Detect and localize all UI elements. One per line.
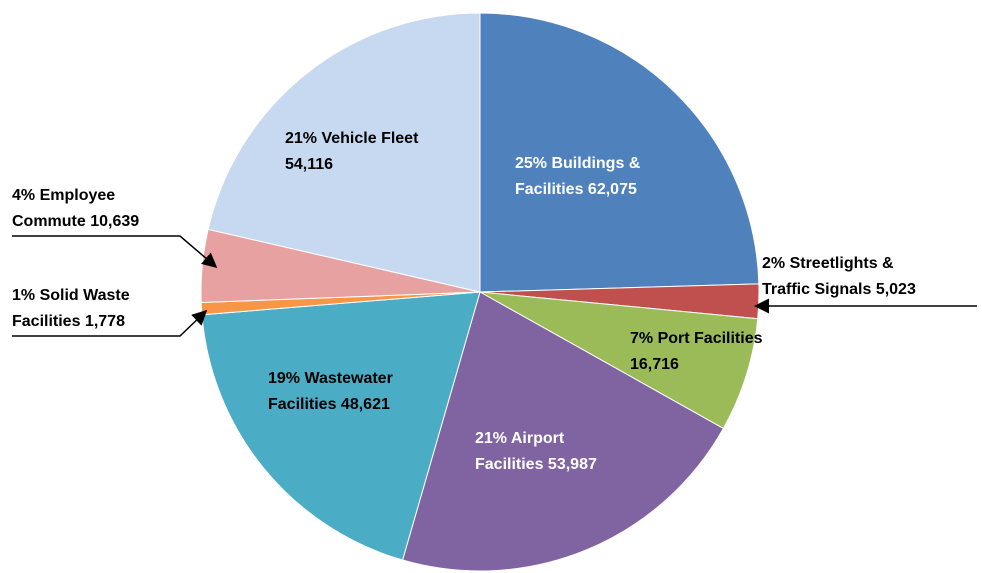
pie-slice xyxy=(479,12,760,293)
slice-label: Facilities 48,621 xyxy=(268,396,390,413)
leader-line xyxy=(12,309,208,337)
slice-label: Facilities 53,987 xyxy=(475,456,597,473)
slice-label: 21% Airport xyxy=(475,430,565,447)
pie-slice xyxy=(207,12,481,293)
leader-line xyxy=(12,235,218,268)
slice-label: 7% Port Facilities xyxy=(630,330,763,347)
pie-slice xyxy=(479,291,759,430)
slice-label: Commute 10,639 xyxy=(12,213,139,230)
slice-label: Facilities 62,075 xyxy=(515,181,637,198)
slice-label: 1% Solid Waste xyxy=(12,287,130,304)
slice-label: 21% Vehicle Fleet xyxy=(285,130,419,147)
slice-label: Facilities 1,778 xyxy=(12,313,125,330)
slice-label: 19% Wastewater xyxy=(268,370,393,387)
slice-label: 25% Buildings & xyxy=(515,155,641,172)
pie-slice xyxy=(401,291,725,572)
pie-slice xyxy=(201,291,481,561)
slice-label: 4% Employee xyxy=(12,187,115,204)
slice-label: 2% Streetlights & xyxy=(762,255,894,272)
slice-label: 54,116 xyxy=(285,156,333,173)
slice-label: Traffic Signals 5,023 xyxy=(762,281,916,298)
slice-label: 16,716 xyxy=(630,356,679,373)
